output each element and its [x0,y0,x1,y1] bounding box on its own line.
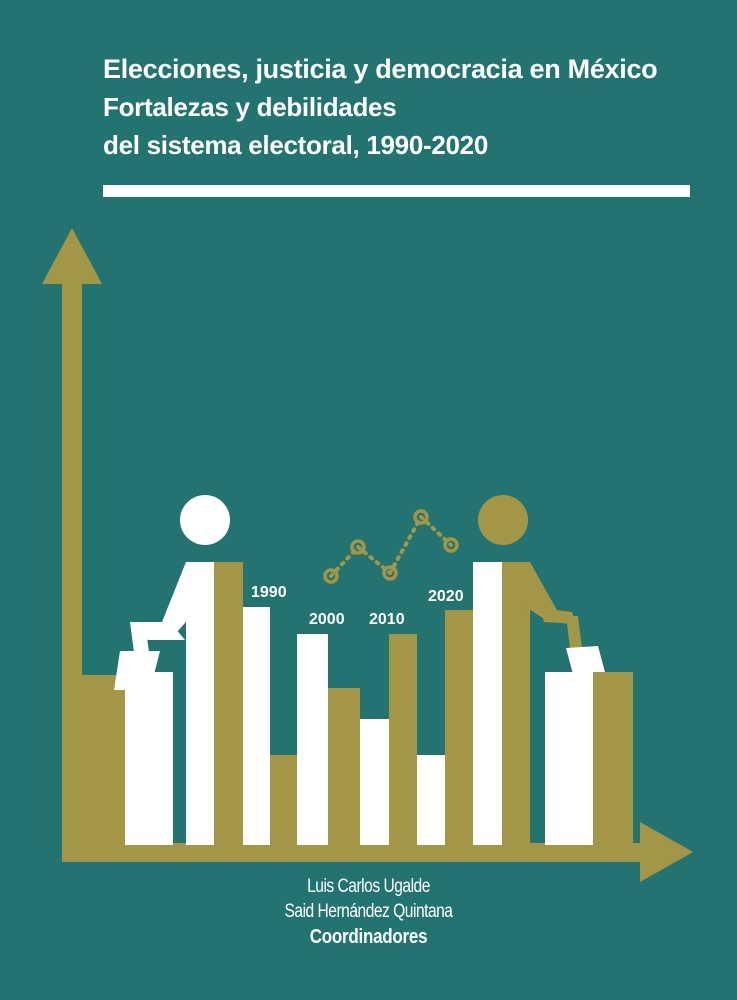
left-figure-body-white [186,562,214,845]
bar-left-gold [62,675,125,845]
bar-2020-gold [445,610,473,845]
x-axis-shaft [62,843,652,862]
trend-marker-icon [443,537,459,553]
trend-marker-icon [382,565,398,581]
trend-marker-icon [413,509,429,525]
left-figure-forearm [130,622,150,660]
bar-right-white [545,672,593,845]
year-label-2000: 2000 [309,611,345,628]
bar-1990-white [243,607,270,845]
right-figure-shoulder [502,562,558,620]
year-label-2010: 2010 [369,611,405,628]
book-subtitle-line-2: del sistema electoral, 1990-2020 [103,130,488,160]
bar-2000-white [297,634,328,845]
x-axis-arrow-icon [640,822,693,882]
bar-2000-gold [328,688,360,845]
ballot-box-left-icon [114,651,160,690]
ballot-box-right-icon [566,646,606,678]
bar-1990-gold [270,755,297,845]
trend-marker-icon [350,539,366,555]
bar-2010-white [360,719,389,845]
year-label-1990: 1990 [251,584,287,601]
book-subtitle-line-1: Fortalezas y debilidades [103,92,397,122]
year-label-2020: 2020 [428,588,464,605]
right-figure-forearm [566,616,582,648]
right-figure-body-gold [502,562,530,845]
trend-marker-icon [323,568,339,584]
y-axis-arrow-icon [42,228,102,284]
bar-left-white [125,672,173,845]
author-name: Said Hernández Quintana [284,901,453,922]
authors-block: Luis Carlos Ugalde Said Hernández Quinta… [0,874,737,950]
title-block: Elecciones, justicia y democracia en Méx… [103,50,703,164]
bar-right-gold [593,672,633,845]
editor-role: Coordinadores [309,926,428,948]
right-figure-head-icon [478,495,528,545]
bar-2010-gold [389,634,417,845]
left-figure-body-gold [214,562,243,845]
book-title: Elecciones, justicia y democracia en Méx… [103,54,658,84]
bar-2020-white [417,755,445,845]
title-divider [103,185,690,197]
author-name: Luis Carlos Ugalde [307,876,430,897]
left-figure-head-icon [180,495,230,545]
right-figure-body-white [473,562,502,845]
